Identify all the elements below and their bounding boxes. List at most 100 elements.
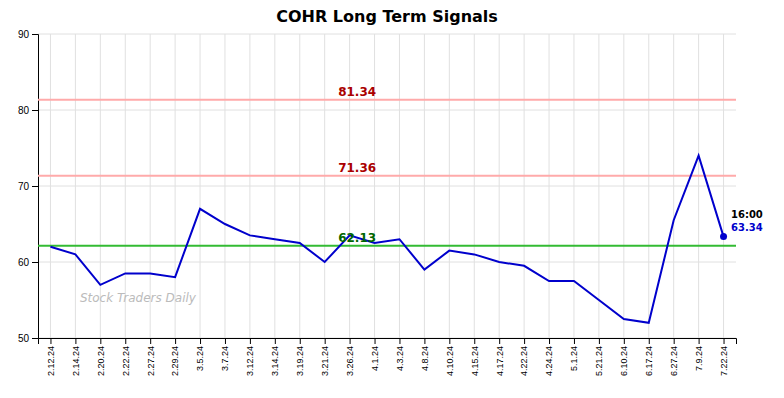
x-tick-label: 2.27.24 bbox=[146, 346, 156, 376]
x-tick-mark bbox=[699, 338, 700, 344]
x-tick: 4.22.24 bbox=[519, 338, 529, 376]
x-tick-mark bbox=[275, 338, 276, 344]
x-tick-mark bbox=[499, 338, 500, 344]
x-grid-line bbox=[474, 34, 475, 338]
x-tick-mark bbox=[574, 338, 575, 344]
x-tick: 2.14.24 bbox=[71, 338, 81, 376]
y-tick-mark bbox=[32, 186, 38, 187]
y-grid-line bbox=[38, 110, 736, 111]
x-tick-label: 3.14.24 bbox=[270, 346, 280, 376]
signal-label: 71.36 bbox=[338, 161, 376, 175]
x-grid-line bbox=[673, 34, 674, 338]
y-tick-label: 80 bbox=[18, 105, 30, 116]
y-tick: 50 bbox=[18, 333, 38, 344]
x-tick-mark bbox=[250, 338, 251, 344]
x-tick-mark bbox=[449, 338, 450, 344]
x-tick: 6.17.24 bbox=[644, 338, 654, 376]
x-tick-label: 3.21.24 bbox=[320, 346, 330, 376]
x-tick-mark bbox=[399, 338, 400, 344]
x-tick: 3.21.24 bbox=[320, 338, 330, 376]
x-grid-line bbox=[75, 34, 76, 338]
x-grid-line bbox=[424, 34, 425, 338]
x-tick-label: 4.15.24 bbox=[470, 346, 480, 376]
grid bbox=[38, 34, 736, 338]
x-grid-line bbox=[324, 34, 325, 338]
x-tick-label: 6.27.24 bbox=[669, 346, 679, 376]
x-tick-label: 7.9.24 bbox=[694, 346, 704, 371]
y-tick: 70 bbox=[18, 181, 38, 192]
y-tick-label: 60 bbox=[18, 257, 30, 268]
y-axis: 50 60 70 80 90 bbox=[18, 29, 39, 344]
x-tick-mark bbox=[50, 338, 51, 344]
x-tick-mark bbox=[125, 338, 126, 344]
signal-label: 62.13 bbox=[338, 231, 376, 245]
y-tick-mark bbox=[32, 262, 38, 263]
x-tick-mark bbox=[524, 338, 525, 344]
x-tick-label: 4.8.24 bbox=[420, 346, 430, 371]
x-tick-label: 4.1.24 bbox=[370, 346, 380, 371]
x-grid-line bbox=[274, 34, 275, 338]
x-tick-label: 2.12.24 bbox=[46, 346, 56, 376]
y-tick-label: 50 bbox=[18, 333, 30, 344]
x-tick-mark bbox=[100, 338, 101, 344]
x-tick-mark bbox=[474, 338, 475, 344]
x-tick-label: 2.22.24 bbox=[121, 346, 131, 376]
x-tick: 6.10.24 bbox=[619, 338, 629, 376]
x-tick: 4.8.24 bbox=[420, 338, 430, 371]
signal-line bbox=[38, 175, 736, 177]
x-tick-mark bbox=[175, 338, 176, 344]
x-tick-label: 2.20.24 bbox=[96, 346, 106, 376]
x-tick-label: 3.7.24 bbox=[220, 346, 230, 371]
x-grid-line bbox=[573, 34, 574, 338]
x-grid-line bbox=[549, 34, 550, 338]
y-tick: 80 bbox=[18, 105, 38, 116]
x-tick: 4.17.24 bbox=[495, 338, 505, 376]
x-tick: 3.12.24 bbox=[245, 338, 255, 376]
x-tick-label: 5.21.24 bbox=[594, 346, 604, 376]
signal-line bbox=[38, 245, 736, 247]
y-tick: 60 bbox=[18, 257, 38, 268]
marks bbox=[38, 100, 736, 323]
x-grid-line bbox=[249, 34, 250, 338]
x-tick-label: 3.19.24 bbox=[295, 346, 305, 376]
y-axis-line bbox=[32, 35, 39, 339]
y-tick-mark bbox=[32, 34, 38, 35]
x-tick: 4.24.24 bbox=[544, 338, 554, 376]
watermark: Stock Traders Daily bbox=[80, 291, 197, 305]
x-tick-mark bbox=[75, 338, 76, 344]
x-tick: 3.5.24 bbox=[195, 338, 205, 371]
x-tick-label: 3.12.24 bbox=[245, 346, 255, 376]
x-grid-line bbox=[299, 34, 300, 338]
x-axis: 2.12.24 2.14.24 2.20.24 2.22.24 2.27.24 2.29.… bbox=[39, 338, 737, 376]
y-grid-line bbox=[38, 186, 736, 187]
x-tick: 2.12.24 bbox=[46, 338, 56, 376]
x-tick-label: 2.14.24 bbox=[71, 346, 81, 376]
x-tick-label: 5.1.24 bbox=[569, 346, 579, 371]
x-grid-line bbox=[374, 34, 375, 338]
x-grid-line bbox=[698, 34, 699, 338]
x-tick-label: 2.29.24 bbox=[170, 346, 180, 376]
last-point bbox=[720, 233, 727, 240]
y-tick-label: 90 bbox=[18, 29, 30, 40]
x-grid-line bbox=[723, 34, 724, 338]
annotation: 16:00 bbox=[731, 209, 763, 220]
x-tick: 3.14.24 bbox=[270, 338, 280, 376]
x-tick-mark bbox=[150, 338, 151, 344]
x-grid-line bbox=[449, 34, 450, 338]
y-tick-mark bbox=[32, 110, 38, 111]
x-tick-mark bbox=[225, 338, 226, 344]
x-grid-line bbox=[598, 34, 599, 338]
x-tick-mark bbox=[375, 338, 376, 344]
x-grid-line bbox=[399, 34, 400, 338]
x-tick-mark bbox=[599, 338, 600, 344]
y-tick: 90 bbox=[18, 29, 38, 40]
x-tick: 3.7.24 bbox=[220, 338, 230, 371]
x-tick: 2.29.24 bbox=[170, 338, 180, 376]
x-tick-mark bbox=[325, 338, 326, 344]
x-axis-line bbox=[39, 339, 737, 345]
y-tick-label: 70 bbox=[18, 181, 30, 192]
x-tick: 5.21.24 bbox=[594, 338, 604, 376]
x-grid-line bbox=[224, 34, 225, 338]
x-tick: 3.19.24 bbox=[295, 338, 305, 376]
x-tick-label: 3.5.24 bbox=[195, 346, 205, 371]
